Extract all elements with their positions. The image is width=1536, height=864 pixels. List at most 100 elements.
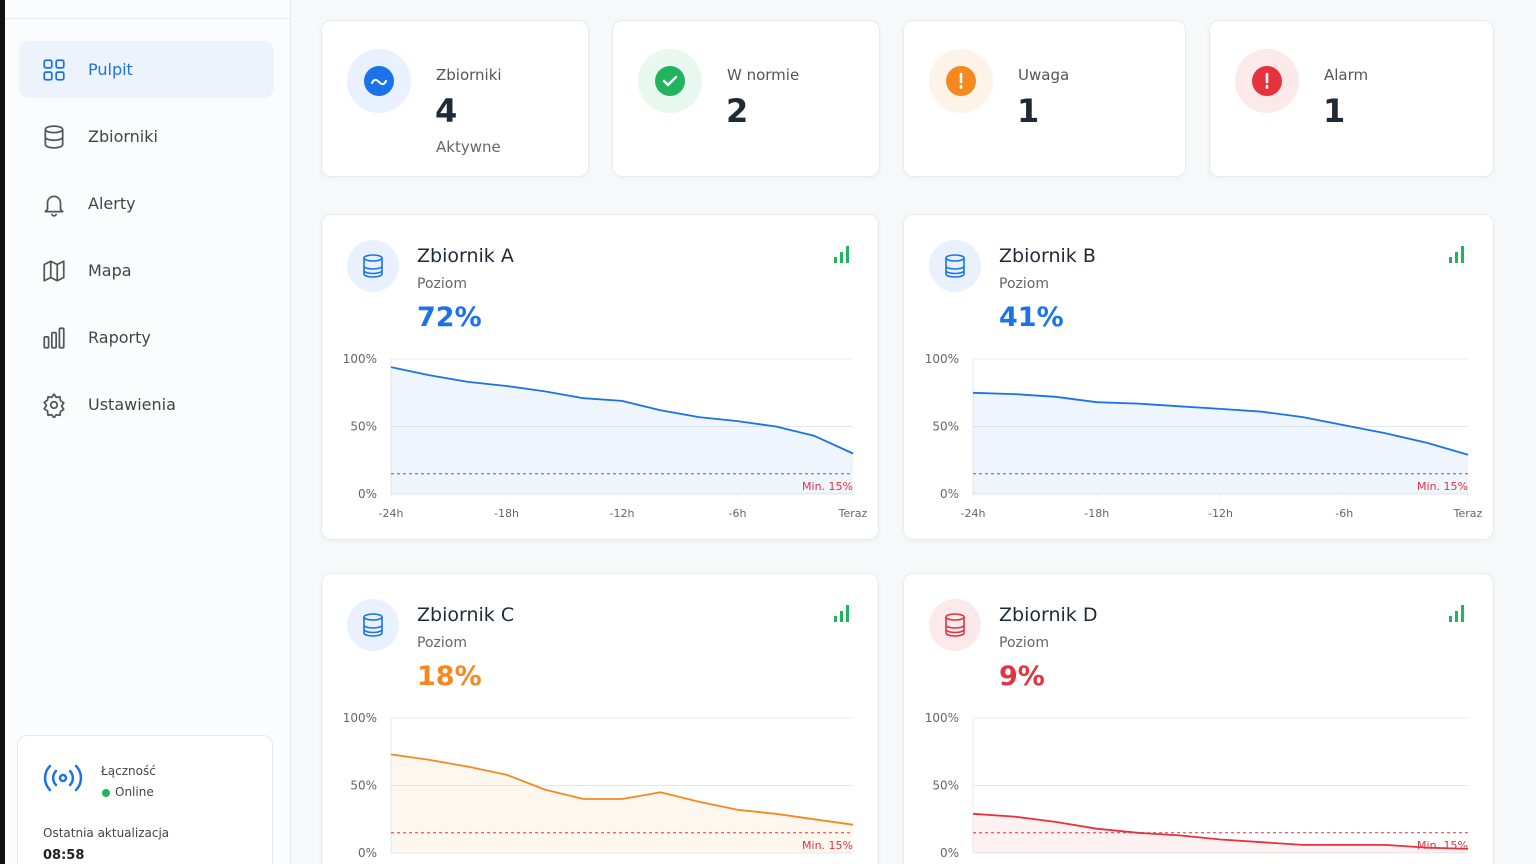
nav-icon (43, 326, 65, 349)
nav-icon (43, 392, 65, 418)
y-tick-label: 50% (350, 779, 377, 793)
divider (5, 18, 291, 19)
line-area (973, 392, 1468, 494)
stat-card: W normie 2 (612, 20, 880, 177)
tank-icon (945, 613, 965, 637)
level-line (390, 366, 854, 455)
nav-label: Zbiorniki (88, 127, 158, 146)
x-tick-label: Teraz (1453, 507, 1483, 520)
nav-item[interactable]: Raporty (19, 309, 274, 366)
tank-icon-bg (929, 240, 981, 292)
signal-bars (834, 246, 849, 263)
min-label: Min. 15% (1417, 839, 1468, 852)
signal-bars (1449, 246, 1464, 263)
y-tick-label: 0% (940, 846, 959, 860)
stat-card: Alarm 1 (1209, 20, 1494, 177)
stat-label: Zbiorniki (436, 66, 502, 84)
nav-label: Ustawienia (88, 395, 176, 414)
window-edge (0, 0, 5, 864)
min-label: Min. 15% (1417, 480, 1468, 493)
online-dot (102, 789, 110, 797)
signal-bars (1449, 605, 1464, 622)
nav-label: Raporty (88, 328, 151, 347)
icon-glyph (371, 78, 387, 86)
level-line (972, 812, 1469, 850)
y-tick-label: 100% (925, 711, 959, 725)
stat-card: Zbiorniki 4 Aktywne (321, 20, 589, 177)
nav-item[interactable]: Mapa (19, 242, 274, 299)
stat-icon (347, 49, 411, 113)
tank-icon (363, 613, 383, 637)
tank-name: Zbiornik D (999, 604, 1097, 626)
tank-card: Zbiornik B Poziom 41% 0% 50% 100% -24h -18h -12h… (903, 214, 1494, 540)
tank-level: 18% (417, 661, 482, 692)
icon-glyph (662, 75, 678, 87)
stat-value: 1 (1323, 92, 1346, 130)
tank-icon-bg (347, 240, 399, 292)
stat-label: Uwaga (1018, 66, 1070, 84)
tank-icon-bg (347, 599, 399, 651)
stat-icon (929, 49, 993, 113)
y-tick-label: 50% (932, 420, 959, 434)
signal-icon (43, 764, 83, 792)
tank-level: 41% (999, 302, 1064, 333)
tank-level-label: Poziom (999, 276, 1049, 292)
x-tick-label: -12h (1208, 507, 1233, 520)
connection-state: Online (115, 785, 154, 799)
tank-chart-area: Zbiornik D Poziom 9% 0% 50% 100% Min. 15% (925, 599, 1469, 860)
tank-icon (945, 254, 965, 278)
stat-card: Uwaga 1 (903, 20, 1186, 177)
update-label: Ostatnia aktualizacja (43, 826, 170, 840)
stat-label: W normie (727, 66, 800, 84)
x-tick-label: -24h (379, 507, 404, 520)
nav-icon (44, 195, 64, 217)
x-tick-label: -6h (729, 507, 747, 520)
nav-icon (44, 124, 64, 149)
tank-icon-bg (929, 599, 981, 651)
stat-icon (638, 49, 702, 113)
nav-icon (43, 58, 65, 81)
tank-chart-area: Zbiornik B Poziom 41% 0% 50% 100% -24h -18h -12h… (925, 240, 1483, 520)
update-time: 08:58 (43, 848, 85, 863)
nav-item[interactable]: Alerty (19, 175, 274, 232)
y-tick-label: 0% (940, 487, 959, 501)
y-tick-label: 0% (358, 846, 377, 860)
y-tick-label: 100% (343, 352, 377, 366)
stat-sub: Aktywne (436, 138, 501, 156)
stat-value: 1 (1017, 92, 1040, 130)
nav-item[interactable]: Ustawienia (19, 376, 274, 433)
y-tick-label: 50% (932, 779, 959, 793)
stat-icon (1235, 49, 1299, 113)
line-area (391, 754, 853, 853)
stat-value: 4 (435, 92, 458, 130)
nav-label: Alerty (88, 194, 136, 213)
tank-chart-area: Zbiornik A Poziom 72% 0% 50% 100% -24h -18h -12h… (343, 240, 868, 520)
sidebar: Łączność Online Ostatnia aktualizacja 08… (5, 0, 291, 864)
tank-level-label: Poziom (999, 635, 1049, 651)
stat-value: 2 (726, 92, 749, 130)
line-area (973, 813, 1468, 853)
y-tick-label: 100% (343, 711, 377, 725)
y-tick-label: 50% (350, 420, 377, 434)
nav-item[interactable]: Pulpit (19, 41, 274, 98)
tank-card: Zbiornik A Poziom 72% 0% 50% 100% -24h -18h -12h… (321, 214, 879, 540)
nav-icon (43, 259, 65, 282)
tank-name: Zbiornik C (417, 604, 514, 626)
signal-bars (834, 605, 849, 622)
nav-label: Mapa (88, 261, 132, 280)
nav-label: Pulpit (88, 60, 133, 79)
nav-item[interactable]: Zbiorniki (19, 108, 274, 165)
tank-icon (363, 254, 383, 278)
tank-level: 9% (999, 661, 1045, 692)
tank-level-label: Poziom (417, 276, 467, 292)
y-tick-label: 100% (925, 352, 959, 366)
x-tick-label: Teraz (838, 507, 868, 520)
level-line (972, 391, 1469, 456)
tank-level-label: Poziom (417, 635, 467, 651)
level-line (390, 753, 854, 826)
x-tick-label: -18h (1084, 507, 1109, 520)
x-tick-label: -18h (494, 507, 519, 520)
line-area (391, 367, 853, 494)
tank-chart-area: Zbiornik C Poziom 18% 0% 50% 100% Min. 15% (343, 599, 854, 860)
tank-card: Zbiornik D Poziom 9% 0% 50% 100% Min. 15% (903, 573, 1494, 864)
